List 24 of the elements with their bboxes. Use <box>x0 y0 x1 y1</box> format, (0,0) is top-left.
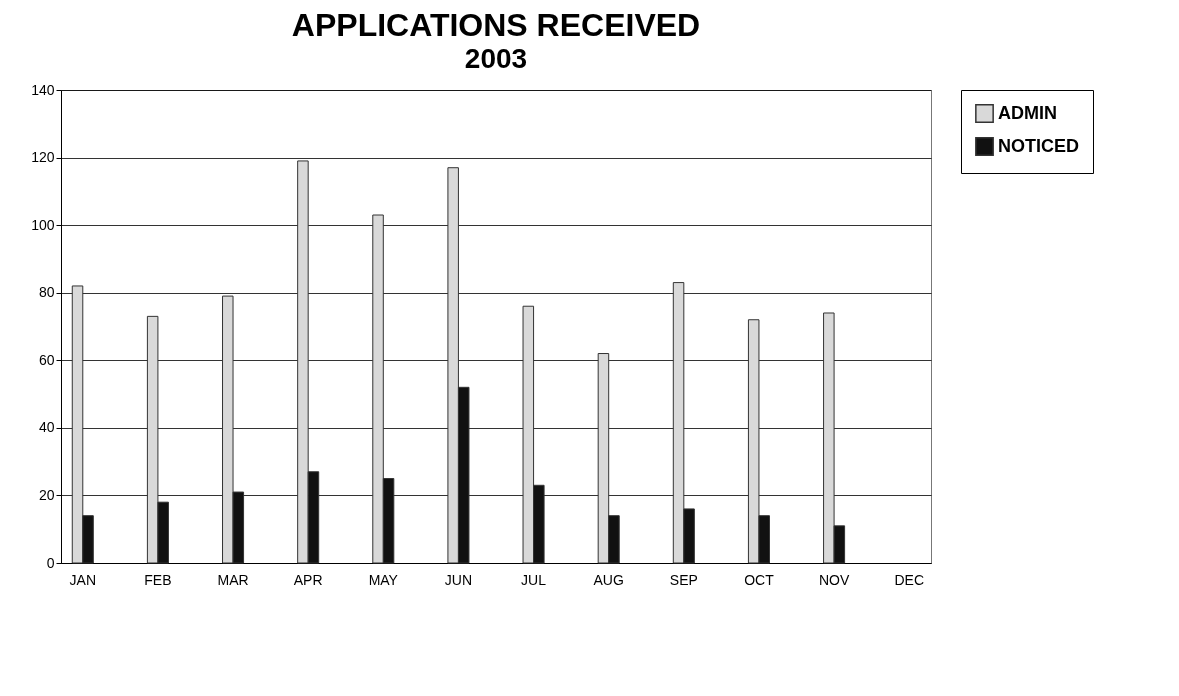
legend-label: ADMIN <box>998 102 1057 123</box>
x-tick-label: SEP <box>669 571 698 588</box>
y-tick-label: 0 <box>46 554 55 571</box>
y-tick-label: 20 <box>38 486 55 503</box>
x-tick-label: MAY <box>368 571 399 588</box>
x-tick-label: JUL <box>521 571 547 588</box>
chart-subtitle: 2003 <box>464 43 528 74</box>
x-tick-label: FEB <box>144 571 172 588</box>
y-tick-label: 120 <box>31 149 55 166</box>
x-tick-label: DEC <box>894 571 924 588</box>
x-tick-label: OCT <box>744 571 775 588</box>
x-tick-label: JAN <box>69 571 97 588</box>
x-tick-label: APR <box>293 571 323 588</box>
x-tick-label: MAR <box>217 571 249 588</box>
y-tick-label: 100 <box>31 216 55 233</box>
y-tick-label: 80 <box>38 284 55 301</box>
legend-label: NOTICED <box>998 135 1079 156</box>
x-tick-label: JUN <box>444 571 473 588</box>
x-tick-label: NOV <box>818 571 850 588</box>
y-tick-label: 140 <box>31 81 55 98</box>
y-tick-label: 40 <box>38 419 55 436</box>
x-tick-label: AUG <box>593 571 624 588</box>
y-tick-label: 60 <box>38 351 55 368</box>
chart-title: APPLICATIONS RECEIVED <box>291 7 701 43</box>
